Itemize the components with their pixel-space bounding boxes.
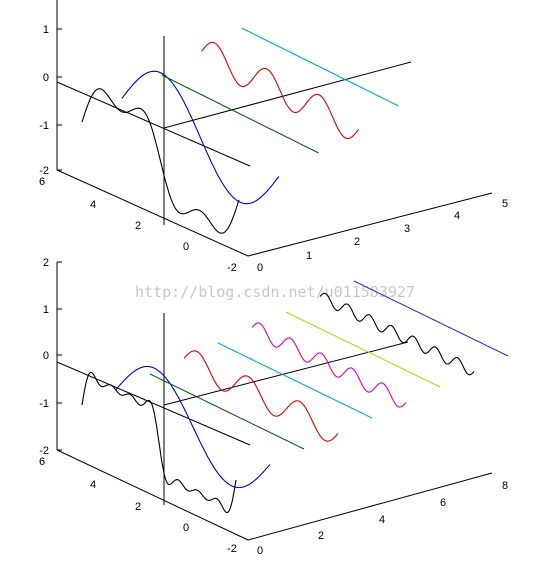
y-tick-label: 0: [183, 241, 189, 253]
series-line: [183, 350, 339, 442]
series-line: [217, 342, 373, 419]
y-tick-label: -2: [227, 262, 237, 274]
x-axis-line: [163, 341, 409, 406]
x-tick-label: 4: [379, 514, 385, 526]
y-tick-label: 4: [90, 199, 96, 211]
y-tick-label: 2: [135, 501, 141, 513]
y-tick-label: 4: [90, 479, 96, 491]
z-tick-label: 1: [43, 24, 49, 36]
x-axis-line: [163, 61, 412, 129]
x-tick-label: 4: [454, 210, 460, 222]
x-tick-label: 1: [306, 250, 312, 262]
y-axis-edge: [56, 449, 249, 541]
x-tick-label: 6: [440, 497, 446, 509]
series-line: [115, 365, 271, 489]
z-tick-label: -2: [39, 165, 49, 177]
y-tick-label: 2: [135, 220, 141, 232]
x-tick-label: 8: [502, 480, 508, 492]
y-axis-line: [56, 361, 251, 446]
z-tick-label: 0: [43, 350, 49, 362]
x-tick-label: 5: [502, 198, 508, 210]
x-tick-label: 2: [318, 530, 324, 542]
series-line: [251, 322, 407, 408]
x-tick-label: 2: [354, 236, 360, 248]
y-tick-label: -2: [227, 543, 237, 555]
z-tick-label: 2: [43, 257, 49, 269]
series-line: [121, 70, 280, 205]
x-axis-edge: [247, 192, 493, 257]
x-tick-label: 0: [257, 262, 263, 274]
y-axis-edge: [56, 169, 249, 257]
y-axis-line: [56, 81, 251, 167]
series-line: [201, 41, 359, 140]
y-tick-label: 0: [183, 522, 189, 534]
z-tick-label: -2: [39, 445, 49, 457]
z-tick-label: -1: [39, 120, 49, 132]
watermark: http://blog.csdn.net/u011583927: [135, 283, 415, 301]
series-line: [81, 371, 237, 514]
series-line: [319, 292, 475, 376]
x-axis-edge: [247, 472, 493, 541]
z-tick-label: 0: [43, 72, 49, 84]
z-tick-label: -1: [39, 398, 49, 410]
z-tick-label: 1: [43, 304, 49, 316]
series-line: [285, 311, 441, 388]
series-line: [149, 373, 305, 450]
series-line: [81, 88, 240, 234]
series-line: [161, 74, 319, 154]
x-tick-label: 3: [404, 223, 410, 235]
y-tick-label: 6: [39, 456, 45, 468]
x-tick-label: 0: [257, 545, 263, 557]
y-tick-label: 6: [39, 176, 45, 188]
series-line: [241, 27, 399, 107]
series-line: [353, 280, 509, 357]
